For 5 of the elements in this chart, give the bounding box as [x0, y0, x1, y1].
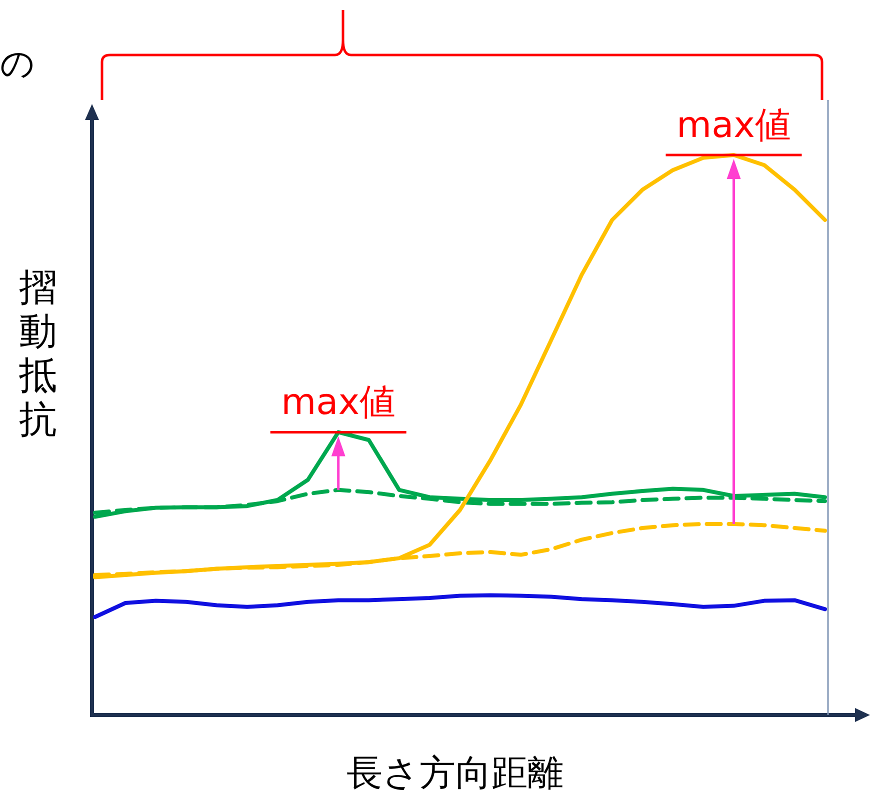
annotation: の [0, 44, 35, 84]
annotation: max値 [676, 105, 791, 146]
annotation: max値 [281, 382, 396, 424]
xlabel: 長さ方向距離 [346, 753, 564, 794]
ylabel: 摺動抵抗 [19, 265, 57, 441]
